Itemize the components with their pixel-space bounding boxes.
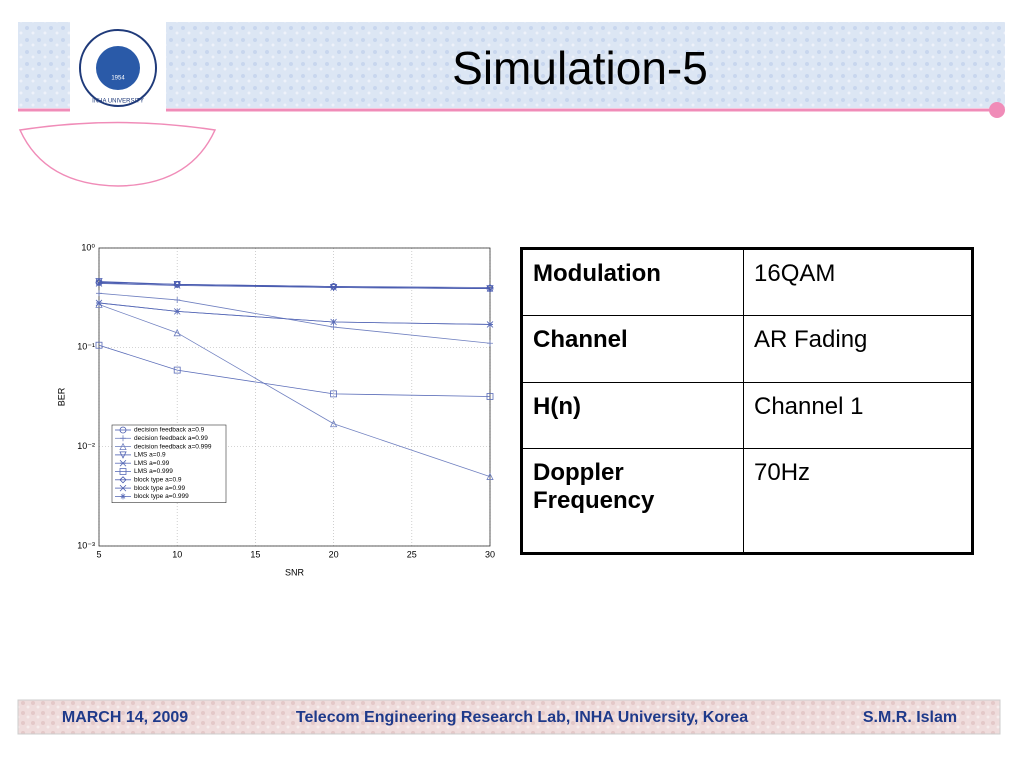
row-value: 70Hz (743, 447, 973, 555)
marker (487, 321, 493, 328)
series-line (98, 283, 491, 290)
row-label: Channel (521, 315, 744, 383)
marker (174, 296, 181, 303)
table-row: H(n) Channel 1 (521, 381, 973, 449)
row-value: 16QAM (743, 247, 973, 317)
series-line (98, 344, 491, 397)
table-row: Modulation 16QAM (521, 247, 973, 317)
y-tick-label: 10⁻³ (77, 540, 95, 550)
y-axis-label: BER (56, 387, 66, 406)
marker (330, 318, 337, 325)
row-value: Channel 1 (743, 381, 973, 449)
marker (486, 393, 494, 400)
x-axis-label: SNR (285, 567, 305, 577)
marker (95, 341, 103, 349)
x-tick-label: 20 (329, 549, 339, 559)
x-tick-label: 10 (172, 549, 182, 559)
marker (330, 324, 337, 331)
footer-lab: Telecom Engineering Research Lab, INHA U… (296, 709, 748, 726)
marker (173, 282, 181, 289)
marker (96, 299, 102, 306)
legend-label: decision feedback a=0.9 (134, 427, 205, 434)
x-tick-label: 30 (485, 549, 495, 559)
x-tick-label: 15 (250, 549, 260, 559)
marker (330, 284, 337, 291)
marker (174, 308, 181, 315)
legend-marker (119, 459, 127, 467)
legend-label: block type a=0.9 (134, 477, 182, 484)
legend-label: LMS a=0.999 (134, 468, 173, 475)
legend-marker (120, 435, 126, 442)
row-label: Doppler Frequency (521, 447, 744, 555)
slide-title: Simulation-5 (452, 42, 708, 94)
marker (95, 280, 103, 287)
legend-label: block type a=0.999 (134, 493, 189, 500)
marker (486, 472, 494, 480)
legend-marker (119, 468, 127, 475)
header-band (18, 22, 1005, 108)
series-line (98, 282, 491, 288)
series-line (98, 292, 491, 344)
legend-label: LMS a=0.99 (134, 460, 170, 467)
plot-bg (50, 235, 500, 590)
legend-marker (119, 442, 127, 450)
series-line (98, 302, 491, 325)
params-table: Modulation 16QAM Channel AR Fading H(n) Chann… (520, 247, 974, 555)
logo-name: INHA UNIVERSITY (92, 99, 144, 105)
x-tick-label: 5 (96, 549, 101, 559)
series-line (98, 304, 491, 477)
marker (486, 285, 494, 292)
legend-marker (119, 451, 127, 459)
legend-marker (119, 484, 127, 492)
marker (173, 328, 181, 337)
footer-date: MARCH 14, 2009 (62, 709, 188, 726)
marker (96, 290, 102, 297)
marker (487, 340, 493, 347)
x-tick-label: 25 (407, 549, 417, 559)
legend-label: block type a=0.99 (134, 485, 186, 492)
table-row: Doppler Frequency 70Hz (521, 447, 973, 555)
marker (330, 390, 338, 398)
legend-label: decision feedback a=0.999 (134, 443, 212, 450)
legend-marker (119, 426, 127, 434)
legend-label: decision feedback a=0.99 (134, 435, 208, 442)
y-tick-label: 10⁻² (77, 441, 95, 451)
legend-label: LMS a=0.9 (134, 452, 166, 459)
logo-year: 1954 (111, 76, 125, 82)
footer-band (17, 699, 1001, 735)
y-tick-label: 10⁻¹ (77, 342, 95, 352)
row-value: AR Fading (743, 315, 973, 383)
marker (329, 419, 338, 428)
footer-author: S.M.R. Islam (863, 709, 957, 726)
header-dot (989, 102, 1005, 118)
plot-frame (98, 247, 491, 547)
y-tick-label: 10⁰ (81, 242, 95, 252)
row-label: Modulation (521, 247, 744, 317)
header-arc (18, 121, 217, 187)
table-row: Channel AR Fading (521, 315, 973, 383)
logo-center (96, 46, 140, 90)
row-label: H(n) (521, 381, 744, 449)
legend-marker (119, 476, 127, 484)
legend-marker (120, 493, 126, 500)
chart: 5 10 15 20 25 30 10⁰ 10⁻¹ 10⁻² 10⁻³ SNR BER decision… (50, 235, 500, 590)
marker (173, 366, 181, 374)
